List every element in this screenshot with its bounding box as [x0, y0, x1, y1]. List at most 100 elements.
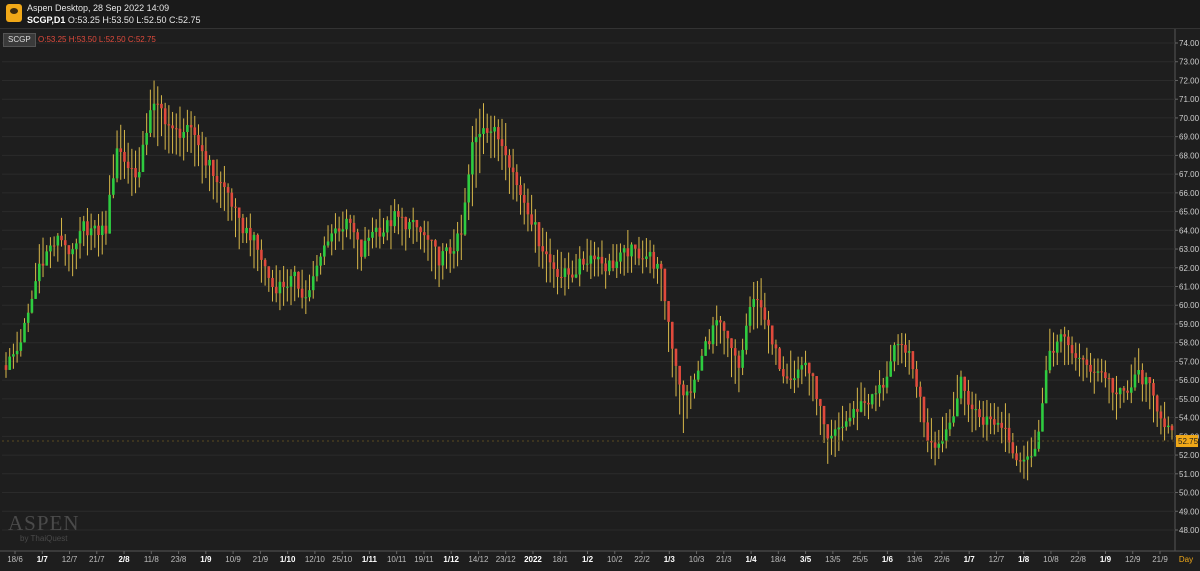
- candle-body[interactable]: [974, 409, 978, 411]
- candle-body[interactable]: [763, 307, 767, 320]
- candle-body[interactable]: [1026, 456, 1029, 460]
- candle-body[interactable]: [415, 219, 419, 228]
- candle-body[interactable]: [311, 276, 315, 291]
- candle-body[interactable]: [933, 442, 937, 448]
- candle-body[interactable]: [30, 298, 34, 313]
- candle-body[interactable]: [256, 234, 260, 250]
- candle-body[interactable]: [585, 263, 589, 265]
- candle-body[interactable]: [622, 248, 626, 253]
- candle-body[interactable]: [463, 202, 467, 235]
- candle-body[interactable]: [800, 365, 804, 370]
- candle-body[interactable]: [1078, 357, 1081, 359]
- candle-body[interactable]: [219, 182, 222, 184]
- candle-body[interactable]: [563, 268, 567, 277]
- candle-body[interactable]: [1092, 371, 1096, 373]
- candle-body[interactable]: [696, 370, 700, 380]
- candle-body[interactable]: [367, 237, 371, 241]
- candle-body[interactable]: [1018, 460, 1022, 462]
- candle-body[interactable]: [959, 376, 963, 399]
- candle-body[interactable]: [922, 396, 926, 423]
- candle-body[interactable]: [1044, 370, 1048, 404]
- candle-body[interactable]: [652, 251, 656, 269]
- candle-body[interactable]: [941, 440, 944, 444]
- candle-body[interactable]: [830, 435, 833, 439]
- candle-body[interactable]: [245, 227, 248, 234]
- candle-body[interactable]: [34, 281, 37, 299]
- candle-body[interactable]: [422, 232, 426, 236]
- candle-body[interactable]: [293, 271, 297, 277]
- candle-body[interactable]: [63, 240, 67, 246]
- candle-body[interactable]: [119, 148, 123, 152]
- candle-body[interactable]: [985, 416, 989, 425]
- candle-body[interactable]: [874, 393, 878, 395]
- candle-body[interactable]: [174, 128, 178, 130]
- candle-body[interactable]: [263, 259, 267, 267]
- candle-body[interactable]: [1107, 378, 1111, 380]
- candle-body[interactable]: [1067, 336, 1070, 346]
- candle-body[interactable]: [896, 344, 900, 346]
- candle-body[interactable]: [45, 251, 49, 266]
- legend-symbol[interactable]: SCGP: [3, 33, 36, 47]
- candle-body[interactable]: [1159, 411, 1163, 419]
- candle-body[interactable]: [471, 142, 474, 175]
- candle-body[interactable]: [171, 125, 174, 129]
- candle-body[interactable]: [308, 290, 311, 298]
- candle-body[interactable]: [611, 260, 615, 269]
- candle-body[interactable]: [967, 390, 970, 405]
- candle-body[interactable]: [126, 161, 130, 169]
- candle-body[interactable]: [604, 263, 607, 272]
- candle-body[interactable]: [770, 325, 774, 345]
- candle-body[interactable]: [785, 376, 789, 379]
- candle-body[interactable]: [130, 168, 134, 170]
- candle-body[interactable]: [863, 401, 867, 403]
- candle-body[interactable]: [160, 103, 163, 109]
- candle-body[interactable]: [82, 221, 86, 232]
- candle-body[interactable]: [767, 319, 770, 326]
- candle-body[interactable]: [730, 338, 733, 349]
- candle-body[interactable]: [589, 255, 593, 264]
- candle-body[interactable]: [348, 218, 352, 223]
- candle-body[interactable]: [1155, 395, 1159, 412]
- candle-body[interactable]: [467, 174, 470, 203]
- candle-body[interactable]: [733, 348, 737, 356]
- candle-body[interactable]: [833, 429, 837, 436]
- candle-body[interactable]: [326, 241, 330, 246]
- candle-body[interactable]: [389, 220, 393, 227]
- candle-body[interactable]: [685, 391, 689, 396]
- candle-body[interactable]: [426, 235, 430, 240]
- candle-body[interactable]: [404, 217, 408, 230]
- candle-body[interactable]: [893, 345, 896, 362]
- candle-body[interactable]: [300, 288, 304, 298]
- candle-body[interactable]: [182, 132, 185, 138]
- candle-body[interactable]: [711, 325, 715, 345]
- candle-body[interactable]: [1111, 378, 1115, 393]
- candle-body[interactable]: [60, 235, 63, 241]
- candle-body[interactable]: [918, 386, 922, 397]
- candle-body[interactable]: [363, 240, 367, 257]
- candle-body[interactable]: [782, 369, 785, 377]
- candle-body[interactable]: [397, 211, 400, 217]
- candle-body[interactable]: [878, 384, 881, 394]
- candle-body[interactable]: [1004, 427, 1007, 429]
- candle-body[interactable]: [956, 398, 959, 417]
- candle-body[interactable]: [519, 185, 522, 195]
- candle-body[interactable]: [459, 233, 463, 235]
- candle-body[interactable]: [1100, 371, 1103, 373]
- candle-body[interactable]: [774, 344, 778, 349]
- candle-body[interactable]: [885, 376, 889, 388]
- candle-body[interactable]: [137, 172, 141, 178]
- candle-body[interactable]: [1022, 459, 1026, 462]
- candle-body[interactable]: [104, 225, 108, 234]
- candle-body[interactable]: [411, 219, 415, 223]
- candle-body[interactable]: [1030, 456, 1033, 458]
- candle-body[interactable]: [378, 227, 382, 237]
- candle-body[interactable]: [341, 229, 345, 232]
- candle-body[interactable]: [474, 137, 478, 143]
- candle-body[interactable]: [659, 263, 663, 269]
- candle-body[interactable]: [497, 127, 500, 140]
- candle-body[interactable]: [989, 416, 992, 420]
- candle-body[interactable]: [537, 222, 541, 247]
- candle-body[interactable]: [881, 384, 885, 388]
- candle-body[interactable]: [722, 322, 726, 331]
- candle-body[interactable]: [1096, 371, 1100, 373]
